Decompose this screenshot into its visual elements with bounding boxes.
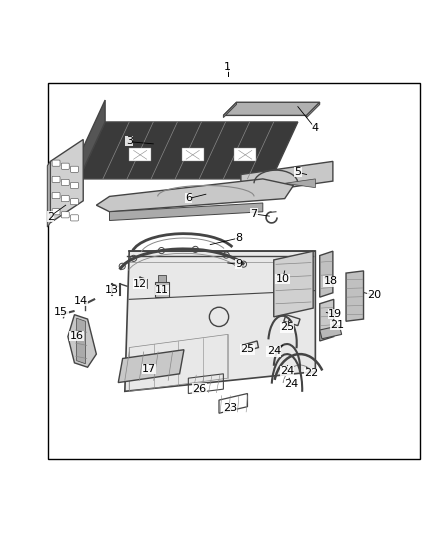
Text: 1: 1 [224,62,231,72]
Polygon shape [320,251,333,297]
FancyBboxPatch shape [52,176,60,182]
Text: 25: 25 [280,322,294,333]
Polygon shape [50,140,83,223]
FancyBboxPatch shape [52,209,60,215]
Polygon shape [241,161,333,194]
Text: 21: 21 [330,320,344,330]
Polygon shape [79,100,105,179]
Polygon shape [223,102,320,115]
Text: 18: 18 [324,277,338,286]
Polygon shape [77,318,85,364]
Text: 2: 2 [47,212,54,222]
Polygon shape [79,122,298,179]
FancyBboxPatch shape [61,163,69,169]
Bar [129,148,151,161]
Polygon shape [285,179,315,188]
FancyBboxPatch shape [71,199,78,205]
Text: 13: 13 [105,285,119,295]
Polygon shape [118,350,184,383]
FancyBboxPatch shape [61,196,69,201]
Polygon shape [125,251,315,391]
FancyBboxPatch shape [52,192,60,199]
Polygon shape [346,271,364,321]
Polygon shape [110,203,263,221]
Polygon shape [320,326,342,339]
Text: 22: 22 [304,368,318,378]
Polygon shape [96,179,293,212]
Text: 20: 20 [367,289,381,300]
Polygon shape [68,314,96,367]
Text: 24: 24 [280,366,294,376]
Text: 5: 5 [294,167,301,177]
FancyBboxPatch shape [61,179,69,185]
Text: 12: 12 [133,279,147,288]
Text: 11: 11 [155,285,169,295]
Polygon shape [158,275,166,282]
Text: 3: 3 [126,136,133,146]
FancyBboxPatch shape [71,182,78,189]
Polygon shape [320,300,334,341]
Bar [234,148,256,161]
FancyBboxPatch shape [71,215,78,221]
Text: 24: 24 [267,346,281,357]
Bar [48,83,420,459]
Text: 23: 23 [223,403,237,414]
Text: 25: 25 [240,344,254,354]
Text: 19: 19 [328,309,342,319]
Text: 16: 16 [70,331,84,341]
FancyBboxPatch shape [71,166,78,172]
Text: 17: 17 [142,364,156,374]
Bar [182,148,204,161]
Text: 10: 10 [276,274,290,284]
FancyBboxPatch shape [52,160,60,166]
FancyBboxPatch shape [61,212,69,218]
Polygon shape [223,102,237,118]
Polygon shape [47,161,50,227]
Text: 8: 8 [235,232,242,243]
Text: 6: 6 [185,193,192,203]
Text: 14: 14 [74,296,88,306]
Text: 9: 9 [235,259,242,269]
Polygon shape [155,282,169,297]
Text: 24: 24 [284,379,298,389]
Text: 15: 15 [54,307,68,317]
Polygon shape [274,251,313,317]
Text: 4: 4 [312,123,319,133]
Text: 7: 7 [251,208,258,219]
Text: 26: 26 [192,384,206,394]
Polygon shape [307,102,320,118]
